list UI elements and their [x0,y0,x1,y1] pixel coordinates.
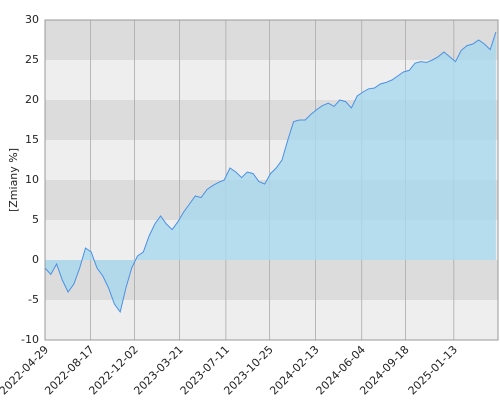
area-fill [45,32,496,312]
y-tick-label: 20 [25,93,39,106]
y-tick-label: -5 [28,293,39,306]
y-tick-label: 25 [25,53,39,66]
y-tick-label: -10 [21,333,39,346]
plot-frame [44,19,499,341]
x-tick-label: 2025-01-13 [406,343,460,397]
y-tick-label: 10 [25,173,39,186]
line [44,31,497,314]
y-tick-label: 5 [32,213,39,226]
grid-band [45,300,498,340]
y-axis-label: [Zmiany %] [7,148,20,212]
y-tick-label: 30 [25,13,39,26]
y-tick-label: 0 [32,253,39,266]
grid-band [45,20,498,60]
y-tick-label: 15 [25,133,39,146]
